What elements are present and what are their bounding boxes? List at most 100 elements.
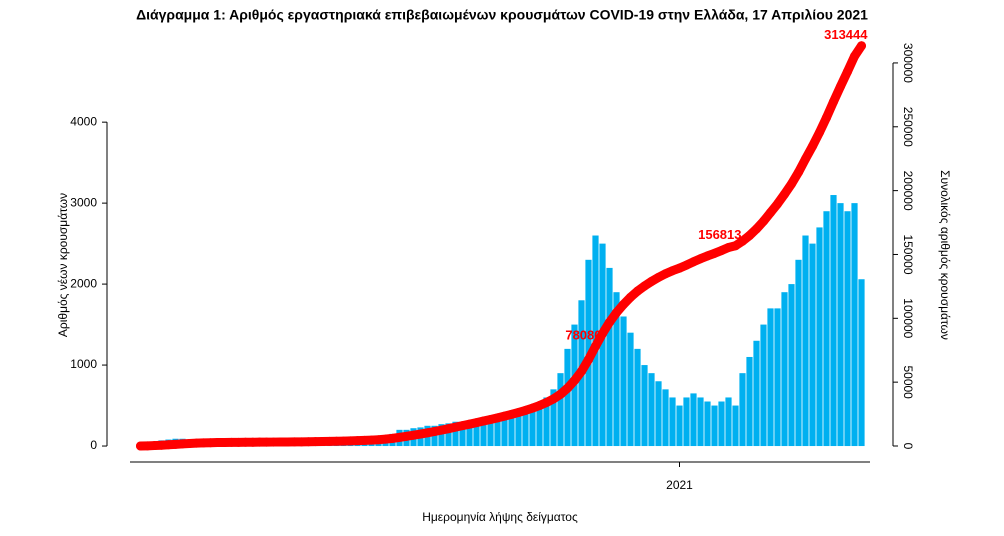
bar [837, 203, 844, 447]
cumulative-point [514, 407, 523, 417]
cumulative-point [668, 266, 677, 276]
cumulative-point [248, 437, 257, 447]
bar [858, 279, 865, 447]
cumulative-point [220, 437, 229, 447]
cumulative-point [402, 431, 411, 441]
cumulative-point [808, 141, 817, 151]
cumulative-point [206, 438, 215, 448]
cumulative-point [570, 376, 579, 386]
cumulative-point [549, 394, 558, 404]
bar [711, 405, 718, 447]
cumulative-point [689, 257, 698, 267]
cumulative-point [843, 67, 852, 77]
cumulative-point [227, 437, 236, 447]
cumulative-point [836, 81, 845, 91]
bar [676, 405, 683, 447]
bar [669, 397, 676, 447]
cumulative-point [787, 179, 796, 189]
cumulative-point [325, 436, 334, 446]
cumulative-point [374, 435, 383, 445]
y2-axis-label: Συνολικός αριθμός κρουσμάτων [938, 170, 952, 340]
bar [732, 405, 739, 447]
cumulative-point [829, 97, 838, 107]
cumulative-point [731, 241, 740, 251]
cumulative-point [696, 254, 705, 264]
bar [438, 424, 445, 447]
bar [753, 340, 760, 447]
bar [620, 316, 627, 447]
bar [613, 292, 620, 447]
y-tick-label: 4000 [70, 114, 97, 128]
cumulative-point [283, 437, 292, 447]
bar [606, 267, 613, 447]
bar [655, 381, 662, 447]
y2-tick-label: 150000 [901, 234, 915, 274]
bar [662, 389, 669, 447]
cumulative-point [346, 436, 355, 446]
cumulative-point [479, 416, 488, 426]
cumulative-point [654, 272, 663, 282]
cumulative-point [507, 409, 516, 419]
cumulative-point [752, 224, 761, 234]
bar [774, 308, 781, 447]
bar [830, 195, 837, 447]
cumulative-point [724, 242, 733, 252]
bar [844, 211, 851, 447]
cumulative-point [458, 421, 467, 431]
cumulative-point [626, 292, 635, 302]
cumulative-point [171, 439, 180, 449]
cumulative-point [388, 433, 397, 443]
cumulative-point [185, 438, 194, 448]
bar [767, 308, 774, 447]
bar [816, 227, 823, 447]
cumulative-point [332, 436, 341, 446]
cumulative-line [136, 41, 866, 451]
bar [508, 417, 515, 447]
cumulative-point [353, 436, 362, 446]
bar [529, 409, 536, 447]
cumulative-point [661, 269, 670, 279]
bar [851, 203, 858, 447]
cumulative-point [738, 236, 747, 246]
cumulative-point [416, 429, 425, 439]
bar [802, 235, 809, 447]
cumulative-point [339, 436, 348, 446]
cumulative-point [780, 189, 789, 199]
cumulative-point [234, 437, 243, 447]
cumulative-point [535, 401, 544, 411]
value-label: 313444 [824, 27, 868, 42]
bar [648, 373, 655, 447]
bar [823, 211, 830, 447]
bar [809, 243, 816, 447]
cumulative-point [640, 281, 649, 291]
cumulative-point [451, 422, 460, 432]
cumulative-point [577, 366, 586, 376]
cumulative-point [598, 329, 607, 339]
bar [501, 419, 508, 447]
bar [480, 420, 487, 447]
cumulative-point [850, 51, 859, 61]
cumulative-point [262, 437, 271, 447]
cumulative-point [710, 248, 719, 258]
bar [683, 397, 690, 447]
bar [599, 243, 606, 447]
bar [795, 259, 802, 447]
bar [725, 397, 732, 447]
y2-tick-label: 200000 [901, 171, 915, 211]
cumulative-point [437, 425, 446, 435]
cumulative-point [773, 199, 782, 209]
bar [522, 413, 529, 447]
bar [536, 405, 543, 447]
cumulative-point [395, 432, 404, 442]
bar [746, 356, 753, 447]
cumulative-point [563, 383, 572, 393]
cumulative-point [143, 441, 152, 451]
bar [641, 365, 648, 447]
cumulative-point [381, 434, 390, 444]
cumulative-point [815, 127, 824, 137]
y-tick-label: 3000 [70, 195, 97, 209]
cumulative-point [213, 438, 222, 448]
cumulative-point [745, 231, 754, 241]
chart-title: Διάγραμμα 1: Αριθμός εργαστηριακά επιβεβ… [136, 7, 868, 23]
